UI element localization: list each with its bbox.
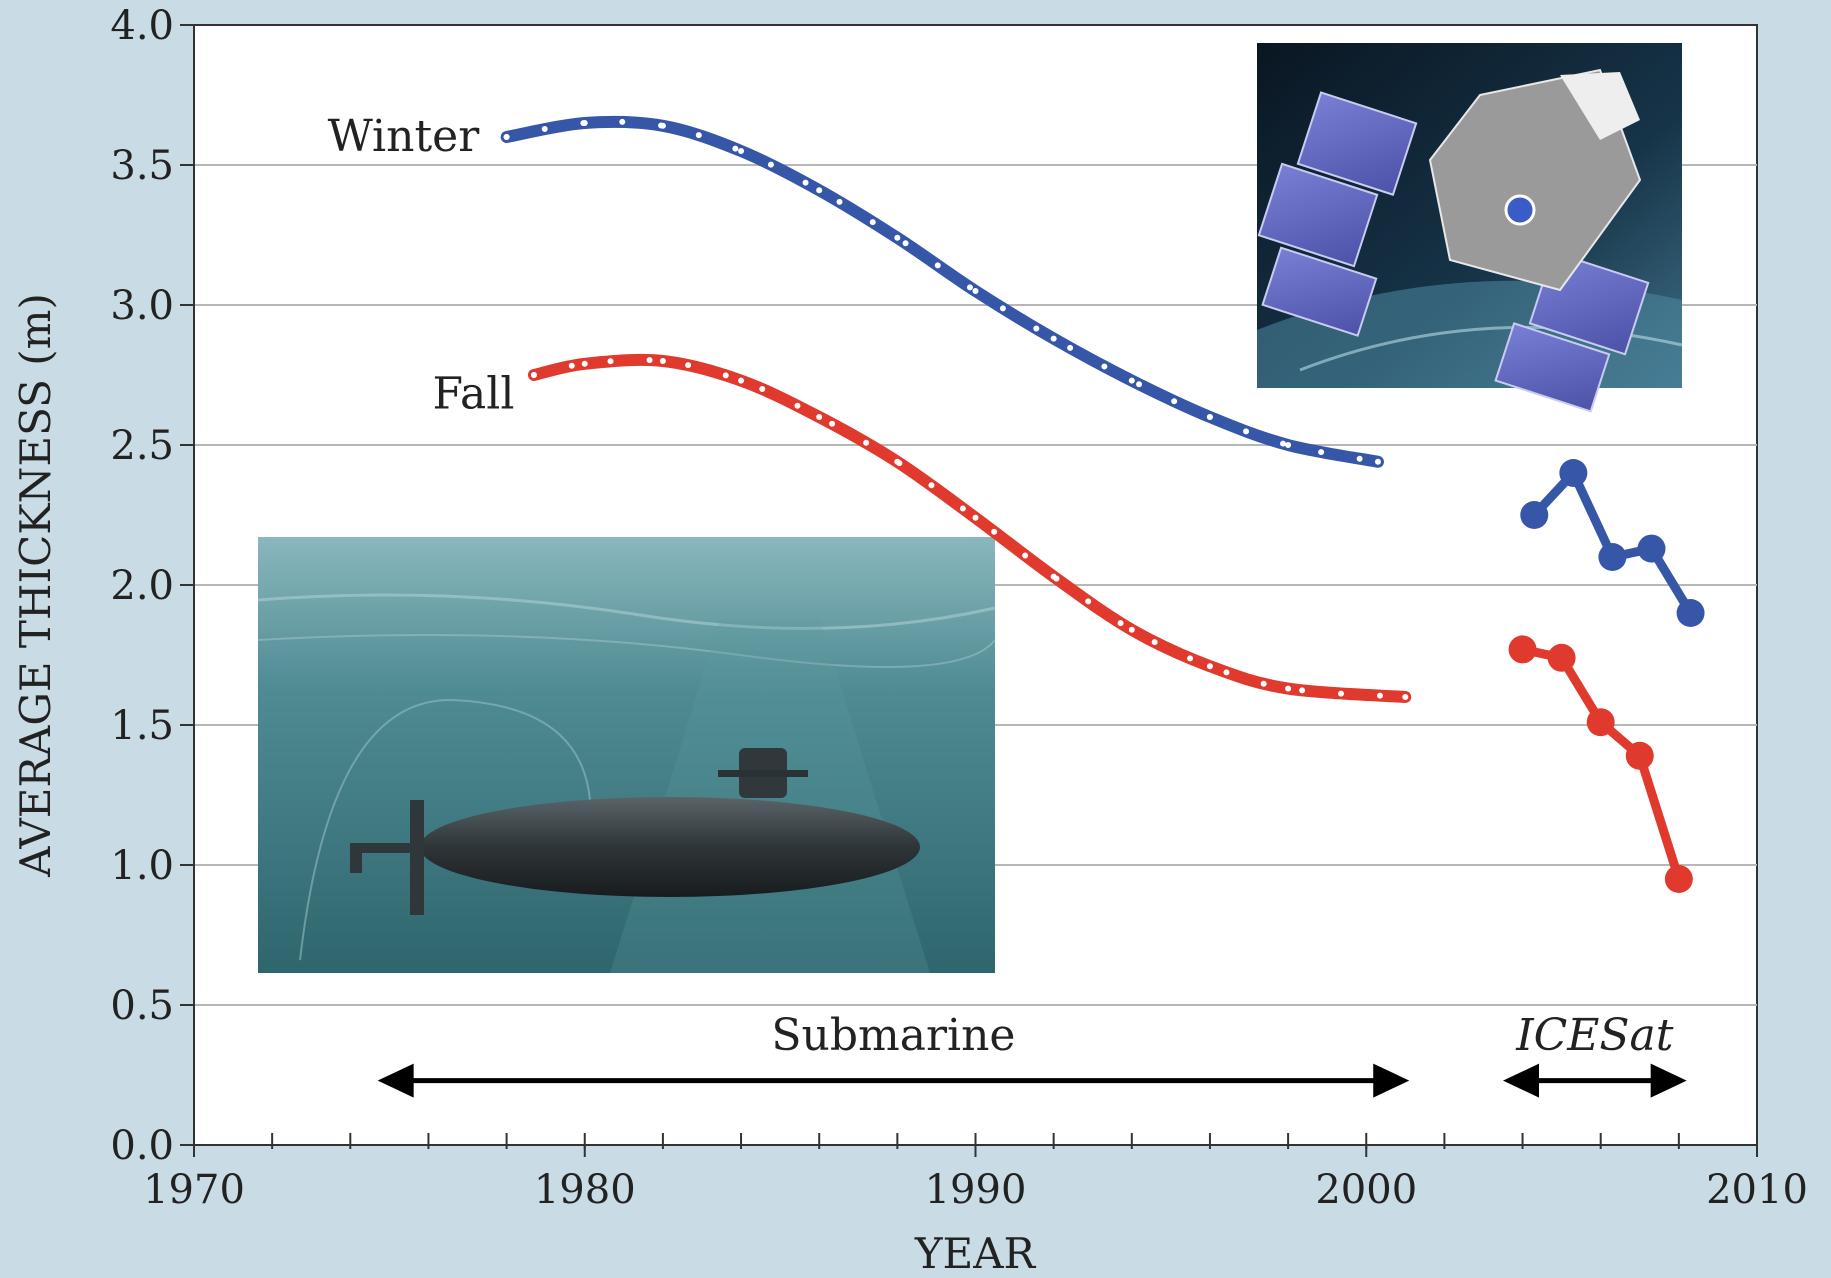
series-fall-icesat-point-3	[1625, 741, 1654, 770]
y-axis-title: AVERAGE THICKNESS (m)	[11, 293, 60, 878]
y-tick-label-3.0: 3.0	[110, 283, 174, 329]
submarine-picture	[257, 537, 996, 973]
series-winter-icesat-point-3	[1637, 534, 1666, 563]
series-fall-icesat-point-4	[1664, 865, 1693, 893]
x-axis-title: YEAR	[914, 1229, 1037, 1278]
series-fall-submarine-point-2	[659, 358, 666, 364]
series-winter-submarine	[500, 115, 1384, 468]
series-label-fall: Fall	[432, 369, 514, 420]
series-fall-submarine-point-3	[738, 377, 745, 384]
period-icesat-label: ICESat	[1515, 1010, 1674, 1061]
series-fall-submarine-point-9	[1206, 663, 1213, 670]
period-icesat-arrowhead-left	[1503, 1063, 1540, 1098]
series-winter-submarine-point-7	[1050, 335, 1057, 342]
series-fall-icesat-point-2	[1586, 708, 1615, 737]
series-winter-icesat-point-0	[1520, 501, 1549, 529]
series-fall-icesat-point-1	[1547, 643, 1576, 672]
series-fall-submarine-point-4	[816, 414, 823, 420]
series-winter-submarine-point-4	[816, 187, 823, 194]
series-winter-icesat-point-1	[1559, 459, 1588, 487]
period-submarine-arrowhead-right	[1373, 1063, 1410, 1098]
y-tick-label-0.0: 0.0	[110, 1123, 174, 1169]
series-winter-submarine-point-1	[581, 120, 588, 126]
x-tick-label-2010: 2010	[1706, 1167, 1808, 1213]
series-fall-submarine-point-1	[581, 360, 588, 367]
period-submarine-arrowhead-left	[377, 1063, 414, 1098]
series-fall-submarine-point-0	[530, 372, 537, 378]
y-tick-label-0.5: 0.5	[110, 983, 174, 1029]
series-winter-submarine-point-0	[503, 134, 510, 140]
series-winter-submarine-point-11	[1374, 458, 1381, 465]
period-icesat-arrowhead-right	[1650, 1063, 1687, 1098]
y-tick-label-4.0: 4.0	[110, 3, 174, 49]
series-winter-submarine-point-8	[1128, 377, 1135, 384]
series-fall-submarine-point-8	[1128, 626, 1135, 633]
x-tick-label-1970: 1970	[143, 1167, 245, 1213]
period-submarine-label: Submarine	[771, 1010, 1015, 1061]
series-winter-submarine-point-2	[659, 122, 666, 129]
y-tick-label-1.0: 1.0	[110, 843, 174, 889]
series-fall-icesat-point-0	[1508, 635, 1537, 664]
series-fall-icesat	[1508, 635, 1693, 893]
series-winter-submarine-point-10	[1285, 442, 1292, 448]
series-winter-submarine-point-6	[972, 288, 979, 294]
x-tick-label-1980: 1980	[534, 1167, 636, 1213]
series-fall-submarine-point-11	[1402, 694, 1409, 700]
satellite-picture	[1257, 43, 1683, 413]
series-winter-submarine-point-9	[1206, 414, 1213, 420]
series-fall-submarine-point-5	[894, 458, 901, 465]
period-icesat: ICESat	[1503, 1010, 1687, 1098]
series-winter-icesat-point-2	[1598, 543, 1627, 571]
series-winter-icesat-point-4	[1676, 599, 1705, 627]
y-tick-label-3.5: 3.5	[110, 143, 174, 189]
period-submarine: Submarine	[377, 1010, 1410, 1098]
series-winter-icesat	[1520, 459, 1705, 627]
series-fall-submarine	[527, 353, 1412, 703]
y-tick-label-2.5: 2.5	[110, 423, 174, 469]
series-winter-submarine-point-3	[738, 148, 745, 154]
label-layer: Winter Fall Submarine ICESat	[328, 111, 1687, 1098]
y-tick-label-2.0: 2.0	[110, 563, 174, 609]
series-winter-submarine-point-5	[894, 234, 901, 241]
axis-layer: 1970 1980 1990 2000 2010 0.0 0.5 1.0 1.5 2.0 2.5 3.…	[110, 3, 1808, 1213]
y-tick-label-1.5: 1.5	[110, 703, 174, 749]
series-fall-submarine-point-6	[972, 514, 979, 521]
series-fall-submarine-point-7	[1050, 573, 1057, 580]
series-fall-submarine-point-10	[1285, 685, 1292, 692]
x-tick-label-2000: 2000	[1315, 1167, 1417, 1213]
series-fall-submarine-dots	[530, 356, 1409, 700]
series-label-winter: Winter	[328, 111, 481, 162]
series-layer	[500, 115, 1705, 893]
x-tick-label-1990: 1990	[925, 1167, 1027, 1213]
